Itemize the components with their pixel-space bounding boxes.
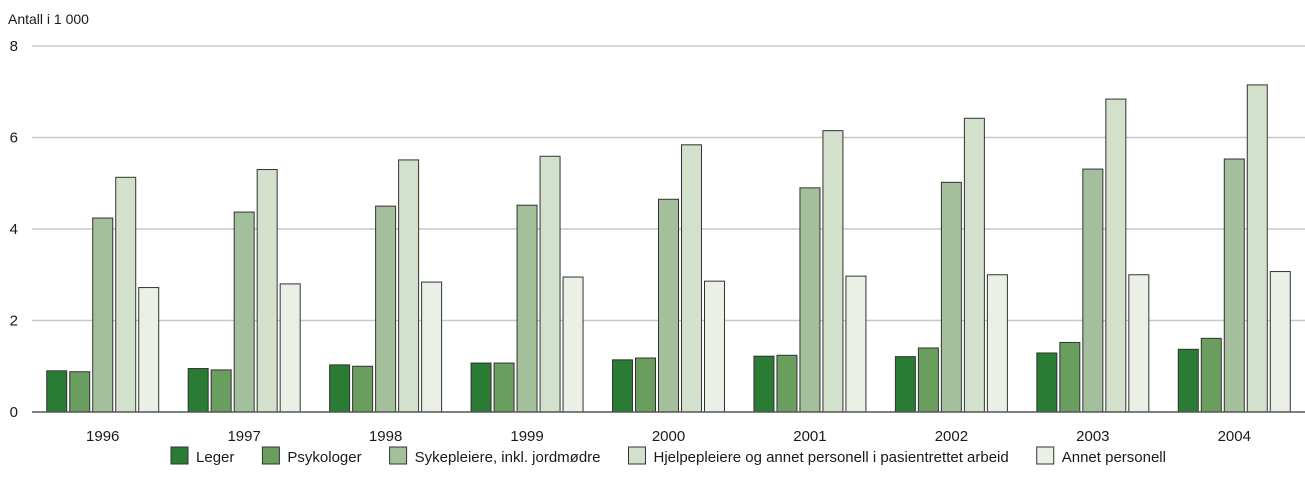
x-category-label: 2003 — [1076, 428, 1109, 445]
bar-1998-series-3 — [398, 159, 420, 413]
legend-swatch — [261, 446, 280, 465]
bar-2004-series-3 — [1246, 84, 1268, 413]
bar-2002-series-0 — [894, 356, 916, 413]
bar-1996-series-1 — [69, 371, 91, 413]
x-category-label: 1997 — [227, 428, 260, 445]
bar-1999-series-0 — [470, 362, 492, 413]
x-category-label: 2000 — [652, 428, 685, 445]
bar-1997-series-4 — [279, 283, 301, 413]
legend-label: Leger — [196, 449, 234, 466]
bar-1999-series-1 — [493, 362, 515, 413]
bar-1998-series-0 — [329, 364, 351, 413]
bar-1996-series-0 — [46, 370, 68, 413]
legend-label: Psykologer — [287, 449, 361, 466]
bar-2002-series-3 — [963, 117, 985, 413]
bar-2003-series-0 — [1036, 352, 1058, 413]
x-category-label: 2002 — [935, 428, 968, 445]
bar-2002-series-2 — [940, 181, 962, 413]
bar-2001-series-4 — [845, 275, 867, 413]
bar-2000-series-1 — [635, 357, 656, 413]
bar-series — [46, 84, 1291, 413]
bar-2003-series-2 — [1082, 168, 1104, 413]
legend-label: Hjelpepleiere og annet personell i pasie… — [654, 449, 1009, 466]
bar-1997-series-0 — [187, 368, 209, 413]
legend-swatch — [170, 446, 189, 465]
x-axis-labels: 1996 1997 1998 1999 2000 2001 2002 2003 2004 — [86, 428, 1251, 445]
bar-2002-series-1 — [917, 347, 939, 413]
bar-1998-series-1 — [352, 365, 374, 413]
bar-2004-series-2 — [1223, 158, 1245, 413]
legend: Leger Psykologer Sykepleiere, inkl. jordmø… — [170, 446, 1166, 466]
x-category-label: 2004 — [1218, 428, 1251, 445]
y-tick-label: 4 — [10, 221, 18, 238]
bar-2001-series-0 — [753, 355, 775, 413]
bar-2004-series-4 — [1269, 271, 1291, 413]
bar-2004-series-0 — [1177, 348, 1199, 413]
bar-1999-series-2 — [516, 204, 538, 413]
bar-1999-series-4 — [562, 276, 584, 413]
bar-1997-series-2 — [233, 211, 255, 413]
y-tick-label: 8 — [10, 38, 18, 55]
bar-2000-series-2 — [658, 198, 679, 413]
legend-label: Annet personell — [1062, 449, 1166, 466]
legend-swatch — [628, 446, 646, 465]
bar-2004-series-1 — [1200, 337, 1222, 413]
bar-2003-series-3 — [1105, 98, 1127, 413]
y-tick-label: 0 — [10, 404, 18, 421]
bar-2002-series-4 — [986, 274, 1008, 413]
y-tick-label: 2 — [10, 313, 18, 330]
x-category-label: 1998 — [369, 428, 402, 445]
bar-1998-series-2 — [375, 205, 397, 413]
legend-label: Sykepleiere, inkl. jordmødre — [415, 449, 601, 466]
legend-swatch — [389, 446, 408, 465]
bar-2000-series-4 — [704, 280, 725, 413]
x-category-label: 1996 — [86, 428, 119, 445]
x-category-label: 1999 — [510, 428, 543, 445]
y-axis-unit-label: Antall i 1 000 — [8, 11, 89, 27]
bar-1998-series-4 — [421, 281, 443, 413]
legend-swatch — [1036, 446, 1055, 465]
bar-2003-series-4 — [1128, 274, 1150, 413]
bar-2001-series-1 — [776, 354, 798, 413]
bar-1996-series-3 — [115, 176, 137, 413]
y-axis-ticks: 0 2 4 6 8 — [10, 38, 18, 421]
bar-2001-series-3 — [822, 130, 844, 413]
x-category-label: 2001 — [793, 428, 826, 445]
bar-1997-series-3 — [256, 169, 278, 413]
bar-2001-series-2 — [799, 187, 821, 413]
y-tick-label: 6 — [10, 130, 18, 147]
bar-2000-series-0 — [612, 359, 633, 413]
bar-1997-series-1 — [210, 369, 232, 413]
bar-2000-series-3 — [681, 144, 702, 413]
bar-2003-series-1 — [1059, 341, 1081, 413]
bar-1999-series-3 — [539, 155, 561, 413]
bar-1996-series-2 — [92, 217, 114, 413]
bar-1996-series-4 — [138, 287, 160, 413]
